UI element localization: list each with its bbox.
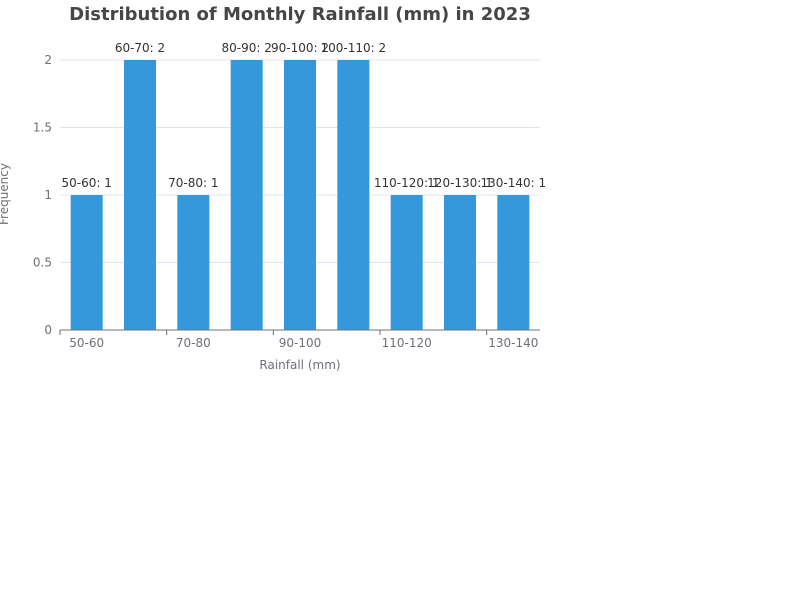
bar-data-label: 70-80: 1	[168, 176, 218, 190]
x-tick-label: 110-120	[382, 336, 432, 350]
bar-data-label: 110-120: 1	[374, 176, 440, 190]
x-axis: 50-60 70-80 90-100 110-120 130-140	[59, 329, 540, 350]
x-tick-label: 70-80	[176, 336, 211, 350]
bar-data-label: 50-60: 1	[61, 176, 111, 190]
chart-title: Distribution of Monthly Rainfall (mm) in…	[69, 4, 531, 25]
y-tick-label: 0	[44, 323, 52, 337]
bar-data-label: 130-140: 1	[481, 176, 547, 190]
y-tick-label: 1.5	[33, 121, 52, 135]
bar-data-label: 60-70: 2	[115, 41, 165, 55]
y-tick-label: 2	[44, 53, 52, 67]
bar-data-label: 90-100: 2	[271, 41, 329, 55]
x-tick-label: 130-140	[488, 336, 538, 350]
bar-100-110	[337, 60, 370, 330]
x-tick-label: 90-100	[279, 336, 322, 350]
y-axis-title: Frequency	[0, 163, 11, 225]
bar-120-130	[444, 195, 476, 330]
bars	[70, 60, 530, 330]
x-tick-label: 50-60	[69, 336, 104, 350]
bar-data-label: 80-90: 2	[221, 41, 271, 55]
y-axis-ticks: 0 0.5 1 1.5 2	[33, 53, 52, 337]
bar-data-label: 120-130: 1	[427, 176, 493, 190]
bar-data-label: 100-110: 2	[321, 41, 387, 55]
x-axis-title: Rainfall (mm)	[259, 358, 340, 372]
bar-110-120	[390, 195, 423, 330]
bar-60-70	[124, 60, 156, 330]
bar-130-140	[497, 195, 530, 330]
y-tick-label: 1	[44, 188, 52, 202]
bar-80-90	[230, 60, 263, 330]
y-tick-label: 0.5	[33, 256, 52, 270]
bar-50-60	[70, 195, 103, 330]
bar-labels: 50-60: 1 60-70: 2 70-80: 1 80-90: 2 90-100: …	[61, 41, 546, 190]
bar-70-80	[177, 195, 210, 330]
bar-90-100	[284, 60, 316, 330]
